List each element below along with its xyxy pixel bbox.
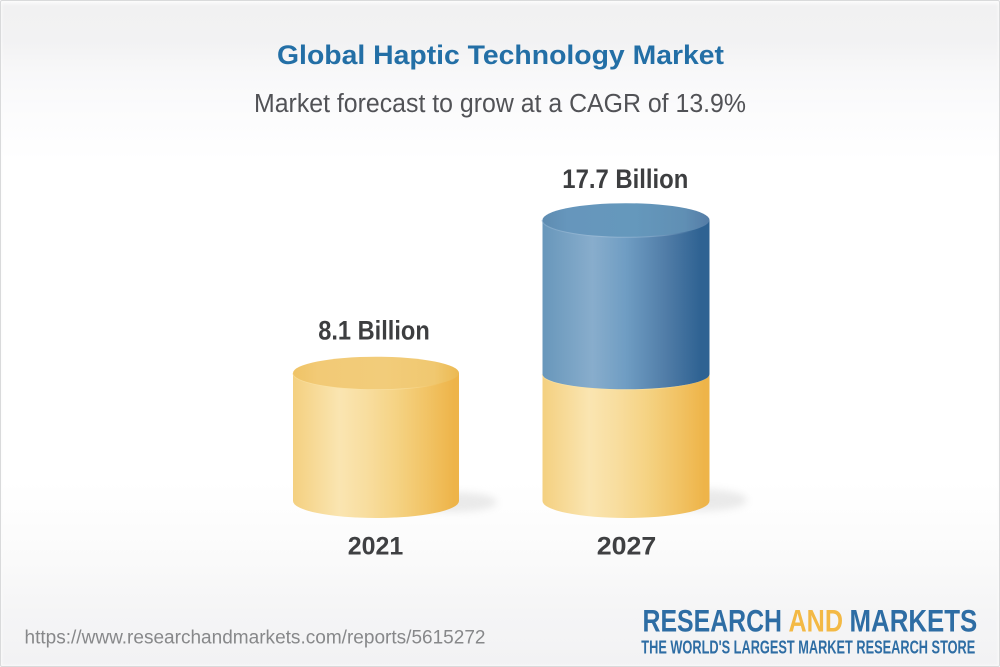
svg-text:Global Haptic Technology Marke: Global Haptic Technology Market xyxy=(277,40,724,70)
svg-text:17.7 Billion: 17.7 Billion xyxy=(562,164,688,194)
svg-text:AND: AND xyxy=(789,603,844,639)
svg-text:2027: 2027 xyxy=(597,532,657,560)
svg-text:Market forecast to grow at a C: Market forecast to grow at a CAGR of 13.… xyxy=(254,90,746,118)
svg-text:MARKETS: MARKETS xyxy=(850,603,978,639)
svg-text:2021: 2021 xyxy=(348,532,404,560)
svg-text:RESEARCH: RESEARCH xyxy=(643,603,783,639)
svg-text:THE WORLD'S LARGEST MARKET RES: THE WORLD'S LARGEST MARKET RESEARCH STOR… xyxy=(641,637,975,657)
svg-text:https://www.researchandmarkets: https://www.researchandmarkets.com/repor… xyxy=(25,627,486,649)
svg-text:8.1 Billion: 8.1 Billion xyxy=(318,316,430,346)
